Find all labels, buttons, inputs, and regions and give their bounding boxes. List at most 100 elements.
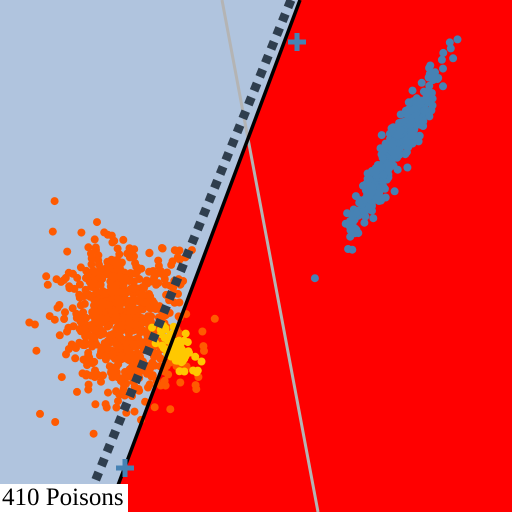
class-b-point xyxy=(61,308,69,316)
class-b-point xyxy=(176,379,184,387)
class-a-point xyxy=(388,124,396,132)
class-b-point xyxy=(72,344,80,352)
class-b-point xyxy=(109,330,117,338)
class-a-point xyxy=(439,65,447,73)
class-b-point xyxy=(87,250,95,258)
poison-point xyxy=(179,357,187,365)
class-b-point xyxy=(149,297,157,305)
class-b-point xyxy=(145,249,153,257)
class-a-point xyxy=(431,68,439,76)
class-a-point xyxy=(365,175,373,183)
class-b-point xyxy=(143,280,151,288)
class-b-point xyxy=(115,250,123,258)
class-b-point xyxy=(25,319,33,327)
class-b-point xyxy=(105,264,113,272)
class-b-point xyxy=(69,270,77,278)
class-b-point xyxy=(60,315,68,323)
class-b-point xyxy=(176,247,184,255)
poison-point xyxy=(176,342,184,350)
class-b-point xyxy=(103,301,111,309)
class-b-point xyxy=(97,314,105,322)
class-a-point xyxy=(454,35,462,43)
class-b-point xyxy=(162,281,170,289)
class-b-point xyxy=(85,332,93,340)
class-b-point xyxy=(81,341,89,349)
class-b-point xyxy=(131,341,139,349)
class-b-point xyxy=(138,338,146,346)
class-b-point xyxy=(192,385,200,393)
class-a-point xyxy=(372,168,380,176)
class-b-point xyxy=(126,244,134,252)
class-b-point xyxy=(73,388,81,396)
class-a-point xyxy=(403,148,411,156)
class-b-point xyxy=(109,350,117,358)
class-b-point xyxy=(211,315,219,323)
class-a-point xyxy=(393,147,401,155)
class-b-point xyxy=(113,299,121,307)
class-b-point xyxy=(114,342,122,350)
class-b-point xyxy=(112,262,120,270)
class-b-point xyxy=(76,317,84,325)
class-b-point xyxy=(80,325,88,333)
class-b-point xyxy=(95,268,103,276)
class-a-point xyxy=(406,121,414,129)
class-a-point xyxy=(418,79,426,87)
class-b-point xyxy=(125,297,133,305)
poison-point xyxy=(194,367,202,375)
class-a-point xyxy=(429,95,437,103)
class-b-point xyxy=(46,312,54,320)
class-b-point xyxy=(103,404,111,412)
class-a-point xyxy=(380,171,388,179)
class-b-point xyxy=(146,380,154,388)
class-a-point xyxy=(407,132,415,140)
class-b-point xyxy=(131,408,139,416)
class-a-point xyxy=(347,226,355,234)
class-a-point xyxy=(429,75,437,83)
poison-point xyxy=(172,357,180,365)
class-b-point xyxy=(90,302,98,310)
class-b-point xyxy=(159,245,167,253)
class-b-point xyxy=(55,301,63,309)
class-a-point xyxy=(411,105,419,113)
class-b-point xyxy=(82,357,90,365)
class-b-point xyxy=(76,294,84,302)
class-a-point xyxy=(311,274,319,282)
class-b-point xyxy=(91,400,99,408)
class-b-point xyxy=(137,294,145,302)
class-b-point xyxy=(49,228,57,236)
class-b-point xyxy=(107,369,115,377)
class-b-point xyxy=(126,327,134,335)
class-b-point xyxy=(114,397,122,405)
class-b-point xyxy=(130,285,138,293)
class-a-point xyxy=(350,216,358,224)
class-b-point xyxy=(71,354,79,362)
class-a-point xyxy=(438,56,446,64)
class-b-point xyxy=(83,370,91,378)
class-b-point xyxy=(97,345,105,353)
class-a-point xyxy=(369,214,377,222)
class-b-point xyxy=(104,389,112,397)
class-b-point xyxy=(150,273,158,281)
class-a-point xyxy=(426,62,434,70)
class-a-point xyxy=(415,116,423,124)
class-b-point xyxy=(97,281,105,289)
class-b-point xyxy=(93,218,101,226)
class-b-point xyxy=(149,359,157,367)
class-b-point xyxy=(89,325,97,333)
class-a-point xyxy=(439,49,447,57)
class-b-point xyxy=(151,403,159,411)
class-b-point xyxy=(125,314,133,322)
class-a-point xyxy=(449,54,457,62)
class-b-point xyxy=(60,276,68,284)
class-a-point xyxy=(361,208,369,216)
class-a-point xyxy=(405,98,413,106)
class-b-point xyxy=(90,430,98,438)
class-a-point xyxy=(378,131,386,139)
class-b-point xyxy=(102,352,110,360)
class-b-point xyxy=(154,257,162,265)
class-b-point xyxy=(51,197,59,205)
class-b-point xyxy=(128,362,136,370)
class-b-point xyxy=(166,405,174,413)
